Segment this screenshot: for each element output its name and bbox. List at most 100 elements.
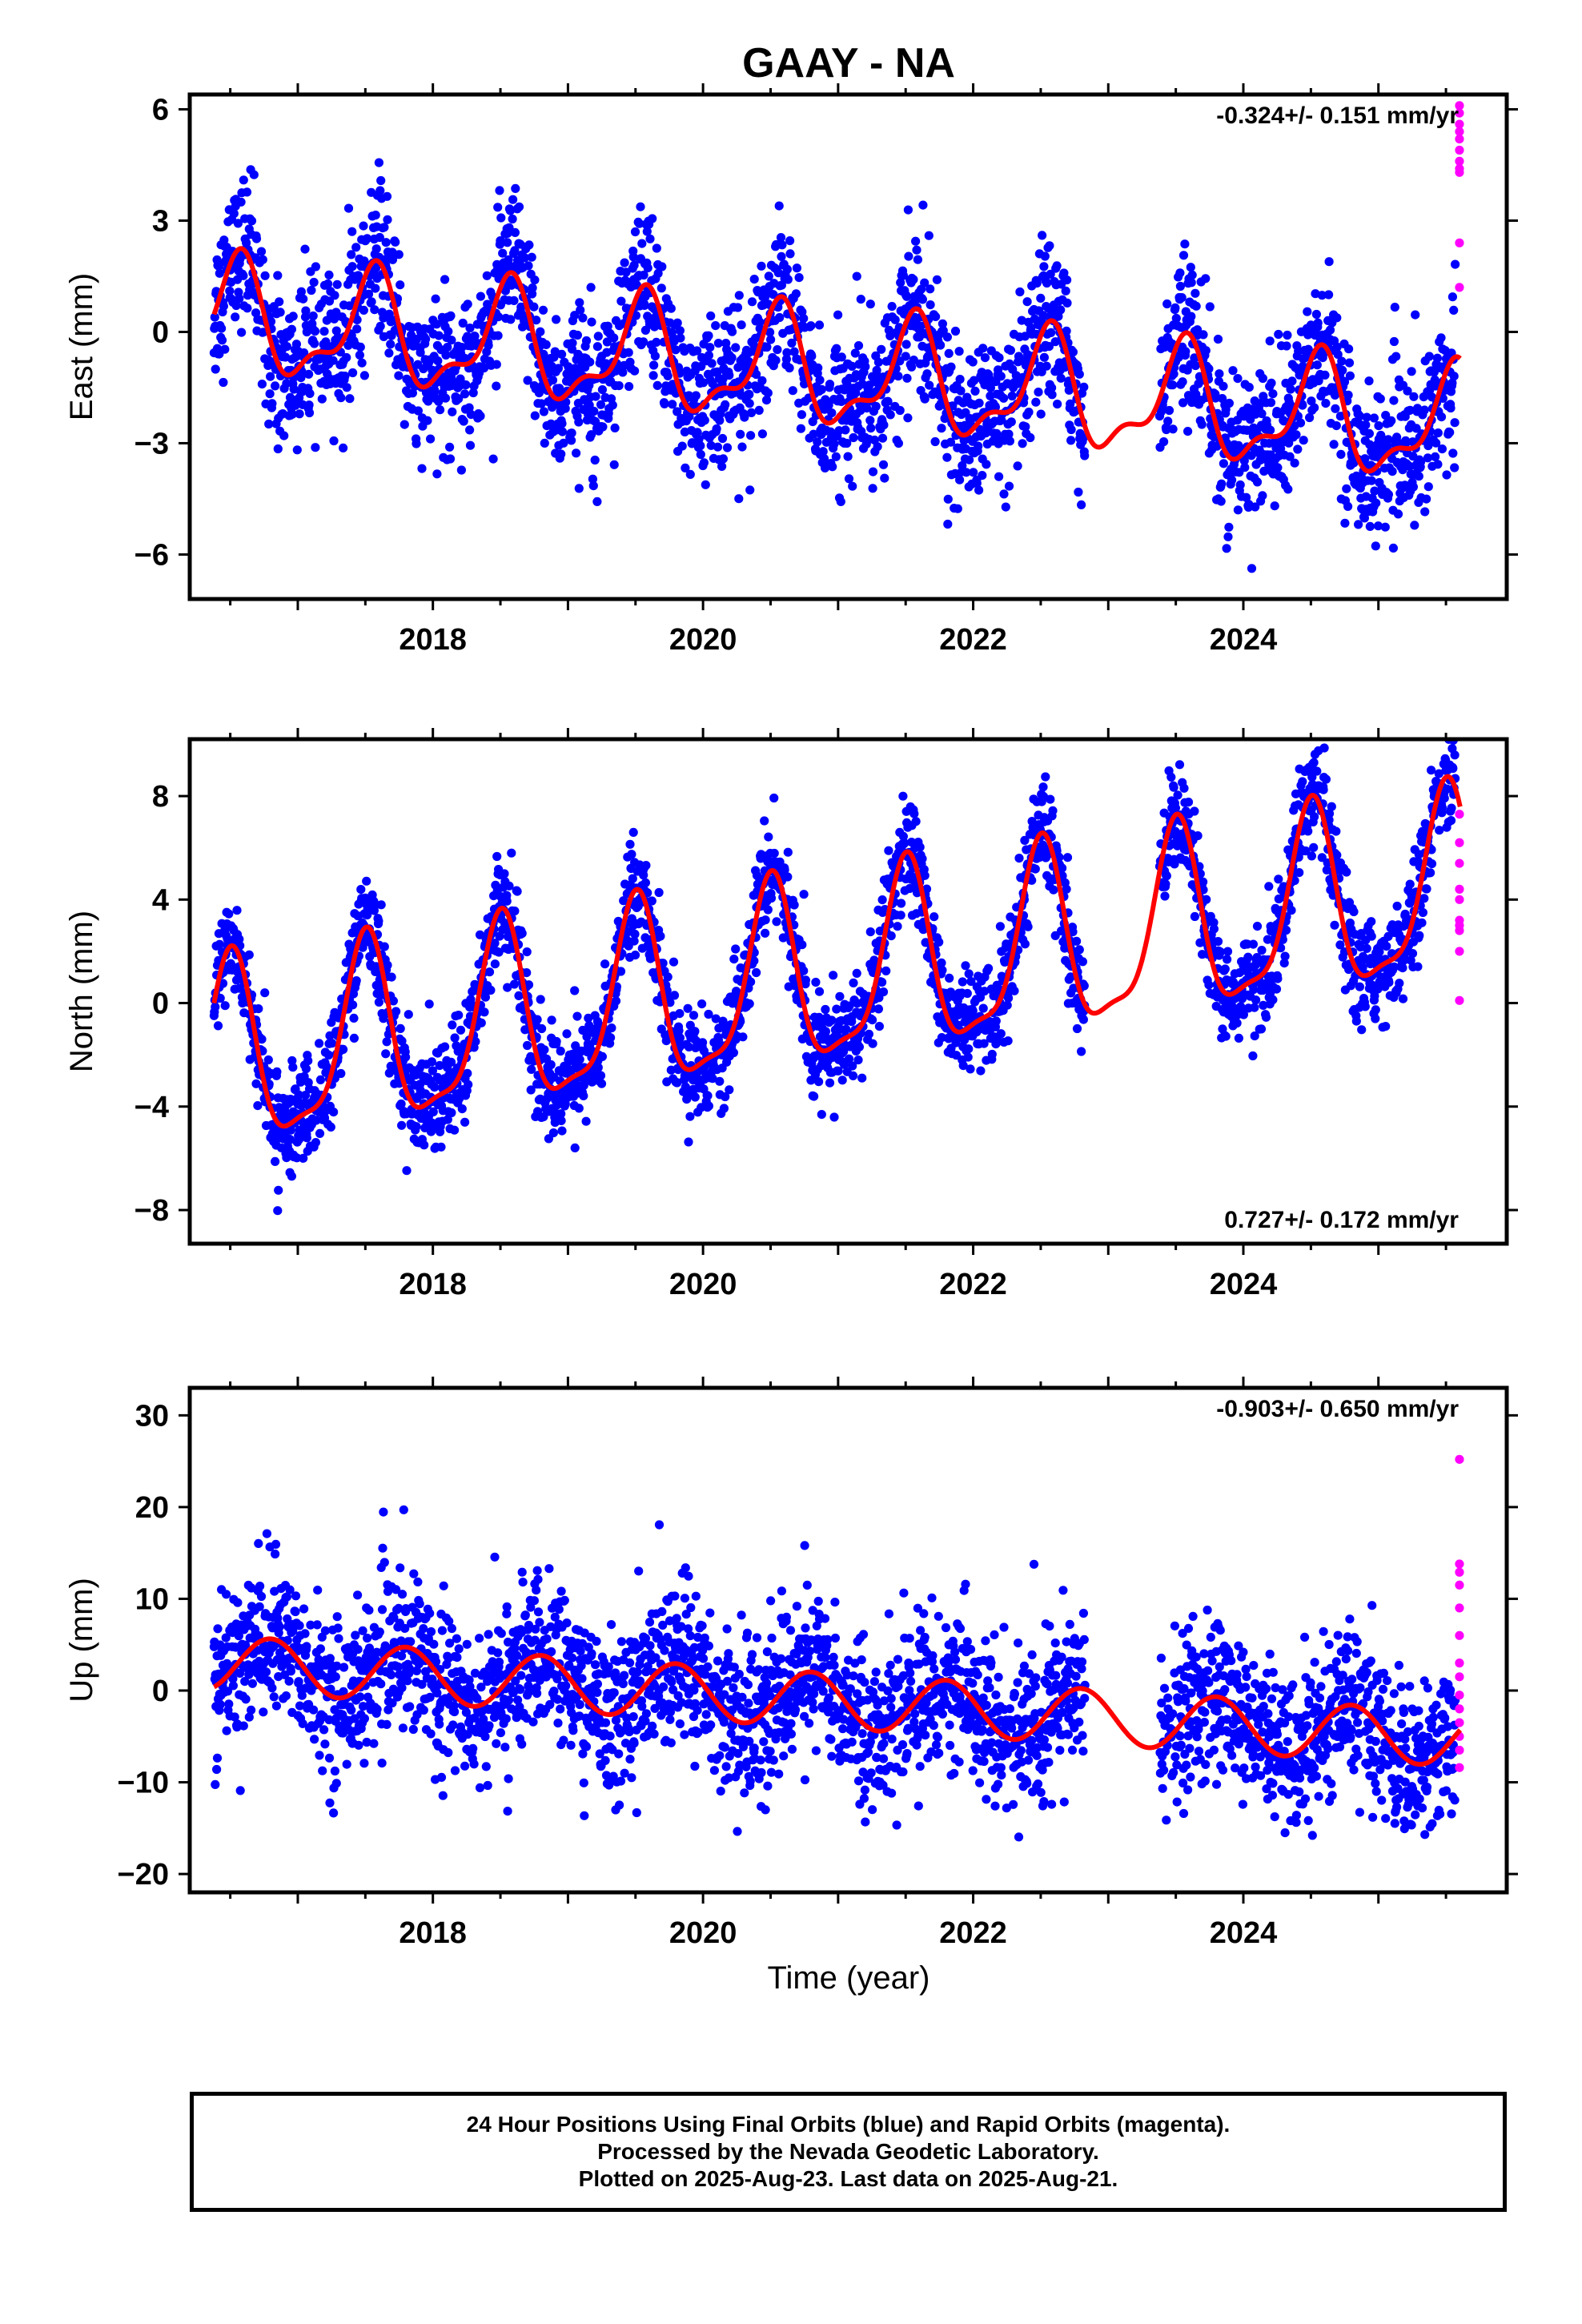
final-orbit-point [547,1015,556,1025]
final-orbit-point [1283,330,1292,340]
final-orbit-point [909,275,918,284]
final-orbit-point [1266,425,1275,435]
final-orbit-point [432,320,442,329]
final-orbit-point [852,968,861,978]
final-orbit-point [1239,456,1249,465]
final-orbit-point [1252,477,1263,487]
final-orbit-point [1411,424,1421,433]
final-orbit-point [896,911,905,920]
final-orbit-point [282,342,291,352]
final-orbit-point [652,380,662,390]
final-orbit-point [557,427,568,436]
final-orbit-point [1079,382,1089,392]
final-orbit-point [370,305,379,315]
final-orbit-point [1059,268,1069,278]
final-orbit-point [1042,278,1052,288]
final-orbit-point [1193,325,1203,335]
final-orbit-point [995,922,1005,931]
final-orbit-point [593,332,603,341]
final-orbit-point [581,1116,591,1126]
final-orbit-point [1450,463,1460,472]
final-orbit-point [1164,405,1174,416]
final-orbit-point [887,302,897,312]
final-orbit-point [890,315,900,324]
final-orbit-point [825,1078,835,1088]
final-orbit-point [752,369,761,380]
final-orbit-point [1021,422,1030,432]
final-orbit-point [315,1039,324,1048]
final-orbit-point [868,1039,877,1048]
final-orbit-point [1307,396,1316,406]
final-orbit-point [454,1011,464,1020]
final-orbit-point [920,278,930,287]
final-orbit-point [943,494,953,504]
final-orbit-point [441,350,451,360]
final-orbit-point [568,338,577,348]
final-orbit-point [287,1172,296,1181]
final-orbit-point [1371,498,1381,508]
final-orbit-point [904,251,913,261]
final-orbit-point [937,424,946,433]
final-orbit-point [251,1079,261,1088]
final-orbit-point [236,197,246,207]
final-orbit-point [220,344,230,354]
final-orbit-point [618,368,628,377]
final-orbit-point [504,881,514,891]
final-orbit-point [1030,864,1040,874]
final-orbit-point [907,362,917,372]
final-orbit-point [464,1080,473,1089]
final-orbit-point [1222,544,1231,553]
final-orbit-point [996,1029,1006,1039]
final-orbit-point [1077,1047,1086,1056]
final-orbit-point [757,429,768,439]
final-orbit-point [348,368,358,378]
final-orbit-point [1240,463,1250,472]
final-orbit-point [754,405,764,415]
final-orbit-point [847,361,857,371]
final-orbit-point [247,216,257,226]
final-orbit-point [636,202,645,211]
final-orbit-point [877,344,886,354]
final-orbit-point [307,285,316,296]
final-orbit-point [597,1051,608,1061]
final-orbit-point [625,839,635,849]
final-orbit-point [681,463,690,473]
final-orbit-point [943,519,953,529]
final-orbit-point [275,308,285,317]
final-orbit-point [1031,397,1041,407]
final-orbit-point [961,961,970,971]
final-orbit-point [831,452,841,461]
final-orbit-point [1332,342,1342,352]
y-tick-label: −6 [135,538,169,572]
final-orbit-point [1219,381,1228,391]
final-orbit-point [970,386,980,396]
final-orbit-point [421,334,431,344]
final-orbit-point [1006,417,1016,427]
final-orbit-point [1450,418,1460,428]
final-orbit-point [736,429,745,439]
final-orbit-point [1042,361,1051,371]
final-orbit-point [1331,404,1340,413]
final-orbit-point [1034,388,1043,397]
final-orbit-point [326,1122,335,1132]
final-orbit-point [381,238,391,247]
final-orbit-point [286,1125,295,1135]
final-orbit-point [1362,412,1371,422]
final-orbit-point [946,437,956,447]
final-orbit-point [235,294,244,304]
final-orbit-point [382,191,392,201]
final-orbit-point [1171,313,1181,324]
final-orbit-point [347,227,357,236]
final-orbit-point [387,255,398,264]
final-orbit-point [799,890,809,899]
final-orbit-point [575,298,584,308]
final-orbit-point [1291,430,1301,440]
final-orbit-point [1364,428,1374,439]
final-orbit-point [827,1015,837,1025]
final-orbit-point [1392,432,1402,442]
final-orbit-point [492,360,501,369]
final-orbit-point [1013,461,1022,471]
final-orbit-point [879,420,889,430]
final-orbit-point [842,438,852,448]
final-orbit-point [463,1068,472,1078]
